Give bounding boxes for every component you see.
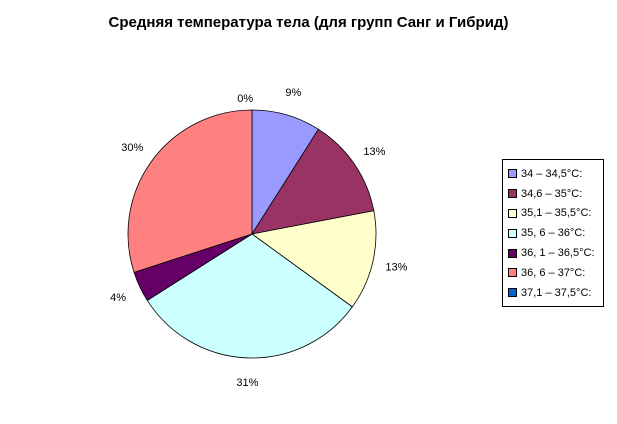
slice-label: 9% — [285, 87, 301, 99]
slice-label: 31% — [236, 377, 258, 389]
legend-label: 34,6 – 35°C: — [521, 187, 583, 200]
slice-label: 30% — [121, 142, 143, 154]
legend-label: 37,1 – 37,5°C: — [521, 286, 592, 299]
legend-label: 36, 6 – 37°C: — [521, 266, 586, 279]
legend-label: 35, 6 – 36°C: — [521, 227, 586, 240]
legend-label: 35,1 – 35,5°C: — [521, 207, 592, 220]
pie-slice — [251, 128, 375, 235]
legend-item: 34 – 34,5°C: — [508, 164, 599, 184]
slice-label: 0% — [237, 93, 253, 105]
legend-swatch — [508, 288, 517, 298]
chart-title: Средняя температура тела (для групп Санг… — [108, 14, 509, 31]
pie-slice — [127, 109, 253, 273]
slice-label: 13% — [363, 146, 385, 158]
legend-label: 34 – 34,5°C: — [521, 167, 583, 180]
legend-item: 37,1 – 37,5°C: — [508, 283, 599, 303]
legend-swatch — [508, 208, 517, 218]
legend: 34 – 34,5°C: 34,6 – 35°C: 35,1 – 35,5°C: 35… — [502, 159, 604, 307]
legend-item: 34,6 – 35°C: — [508, 184, 599, 204]
slice-label: 4% — [110, 292, 126, 304]
slice-labels: 9% 13% 13% 31% 4% 30% 0% — [110, 87, 408, 389]
pie-slice — [251, 210, 377, 308]
legend-item: 36, 6 – 37°C: — [508, 263, 599, 283]
legend-swatch — [508, 228, 517, 238]
legend-swatch — [508, 248, 517, 258]
pie-slice — [146, 233, 353, 359]
legend-swatch — [508, 169, 517, 179]
legend-label: 36, 1 – 36,5°C: — [521, 247, 595, 260]
legend-item: 36, 1 – 36,5°C: — [508, 243, 599, 263]
legend-item: 35,1 – 35,5°C: — [508, 204, 599, 224]
slice-label: 13% — [385, 261, 407, 273]
pie-slices — [127, 109, 377, 359]
legend-swatch — [508, 268, 517, 278]
legend-swatch — [508, 189, 517, 199]
legend-item: 35, 6 – 36°C: — [508, 223, 599, 243]
